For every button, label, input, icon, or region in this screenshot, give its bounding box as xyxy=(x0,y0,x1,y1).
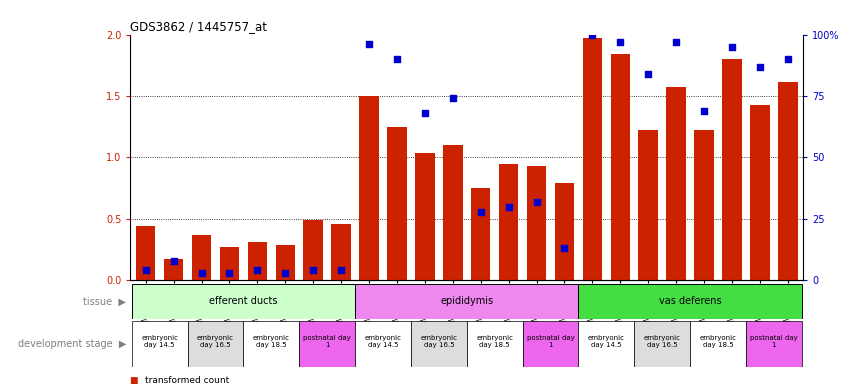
Bar xyxy=(467,321,522,367)
Point xyxy=(278,270,292,276)
Bar xyxy=(220,247,239,280)
Text: embryonic
day 14.5: embryonic day 14.5 xyxy=(588,335,625,348)
Bar xyxy=(304,220,323,280)
Bar xyxy=(746,321,801,367)
Point xyxy=(754,63,767,70)
Point xyxy=(474,209,488,215)
Bar xyxy=(555,183,574,280)
Bar xyxy=(132,284,355,319)
Bar xyxy=(443,145,463,280)
Text: embryonic
day 14.5: embryonic day 14.5 xyxy=(141,335,178,348)
Point xyxy=(362,41,376,48)
Bar xyxy=(583,38,602,280)
Point xyxy=(725,44,738,50)
Bar xyxy=(722,59,742,280)
Text: postnatal day
1: postnatal day 1 xyxy=(526,335,574,348)
Bar xyxy=(164,260,183,280)
Point xyxy=(502,204,516,210)
Bar xyxy=(638,131,658,280)
Text: embryonic
day 16.5: embryonic day 16.5 xyxy=(420,335,458,348)
Point xyxy=(335,267,348,273)
Bar xyxy=(579,284,801,319)
Text: GDS3862 / 1445757_at: GDS3862 / 1445757_at xyxy=(130,20,267,33)
Text: postnatal day
1: postnatal day 1 xyxy=(750,335,798,348)
Bar xyxy=(387,127,407,280)
Text: embryonic
day 14.5: embryonic day 14.5 xyxy=(364,335,401,348)
Point xyxy=(669,39,683,45)
Bar xyxy=(276,245,295,280)
Bar xyxy=(634,321,690,367)
Bar xyxy=(750,104,770,280)
Text: epididymis: epididymis xyxy=(440,296,494,306)
Bar xyxy=(666,88,686,280)
Bar xyxy=(579,321,634,367)
Point xyxy=(642,71,655,77)
Point xyxy=(781,56,795,62)
Point xyxy=(418,110,431,116)
Bar xyxy=(695,131,714,280)
Point xyxy=(558,245,571,252)
Point xyxy=(167,258,180,264)
Bar xyxy=(415,152,435,280)
Bar xyxy=(331,224,351,280)
Text: postnatal day
1: postnatal day 1 xyxy=(304,335,351,348)
Bar xyxy=(299,321,355,367)
Point xyxy=(251,267,264,273)
Bar xyxy=(355,284,579,319)
Text: embryonic
day 18.5: embryonic day 18.5 xyxy=(253,335,290,348)
Point xyxy=(585,31,599,38)
Text: embryonic
day 16.5: embryonic day 16.5 xyxy=(197,335,234,348)
Point xyxy=(139,267,152,273)
Point xyxy=(446,95,459,101)
Bar xyxy=(526,166,547,280)
Bar xyxy=(132,321,188,367)
Text: embryonic
day 16.5: embryonic day 16.5 xyxy=(643,335,680,348)
Text: transformed count: transformed count xyxy=(145,376,230,384)
Text: embryonic
day 18.5: embryonic day 18.5 xyxy=(476,335,513,348)
Bar xyxy=(778,83,797,280)
Bar xyxy=(499,164,518,280)
Text: tissue  ▶: tissue ▶ xyxy=(83,296,126,306)
Bar xyxy=(471,188,490,280)
Point xyxy=(697,108,711,114)
Bar xyxy=(243,321,299,367)
Text: development stage  ▶: development stage ▶ xyxy=(18,339,126,349)
Bar xyxy=(359,96,378,280)
Bar xyxy=(188,321,243,367)
Bar xyxy=(522,321,579,367)
Text: ■: ■ xyxy=(130,376,142,384)
Bar xyxy=(355,321,411,367)
Text: efferent ducts: efferent ducts xyxy=(209,296,278,306)
Point xyxy=(390,56,404,62)
Bar xyxy=(136,226,156,280)
Bar xyxy=(192,235,211,280)
Point xyxy=(306,267,320,273)
Point xyxy=(530,199,543,205)
Bar xyxy=(690,321,746,367)
Point xyxy=(223,270,236,276)
Point xyxy=(614,39,627,45)
Bar xyxy=(247,242,267,280)
Bar xyxy=(411,321,467,367)
Bar xyxy=(611,54,630,280)
Point xyxy=(195,270,209,276)
Text: embryonic
day 18.5: embryonic day 18.5 xyxy=(700,335,737,348)
Text: vas deferens: vas deferens xyxy=(659,296,722,306)
